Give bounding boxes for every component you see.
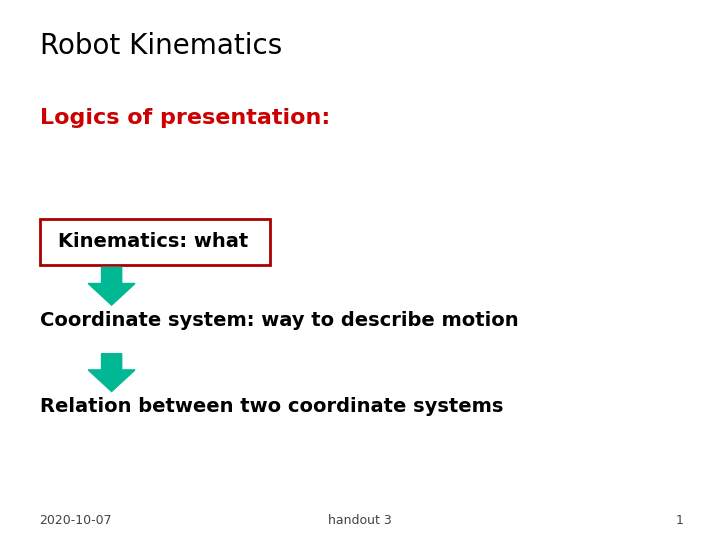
Text: Kinematics: what: Kinematics: what — [58, 232, 248, 251]
Polygon shape — [89, 267, 135, 305]
Text: 2020-10-07: 2020-10-07 — [40, 514, 112, 526]
Polygon shape — [89, 354, 135, 391]
Text: 1: 1 — [676, 514, 684, 526]
Text: Coordinate system: way to describe motion: Coordinate system: way to describe motio… — [40, 310, 518, 329]
Text: Logics of presentation:: Logics of presentation: — [40, 108, 330, 128]
Text: handout 3: handout 3 — [328, 514, 392, 526]
Text: Robot Kinematics: Robot Kinematics — [40, 32, 282, 60]
Text: Relation between two coordinate systems: Relation between two coordinate systems — [40, 397, 503, 416]
FancyBboxPatch shape — [40, 219, 270, 265]
